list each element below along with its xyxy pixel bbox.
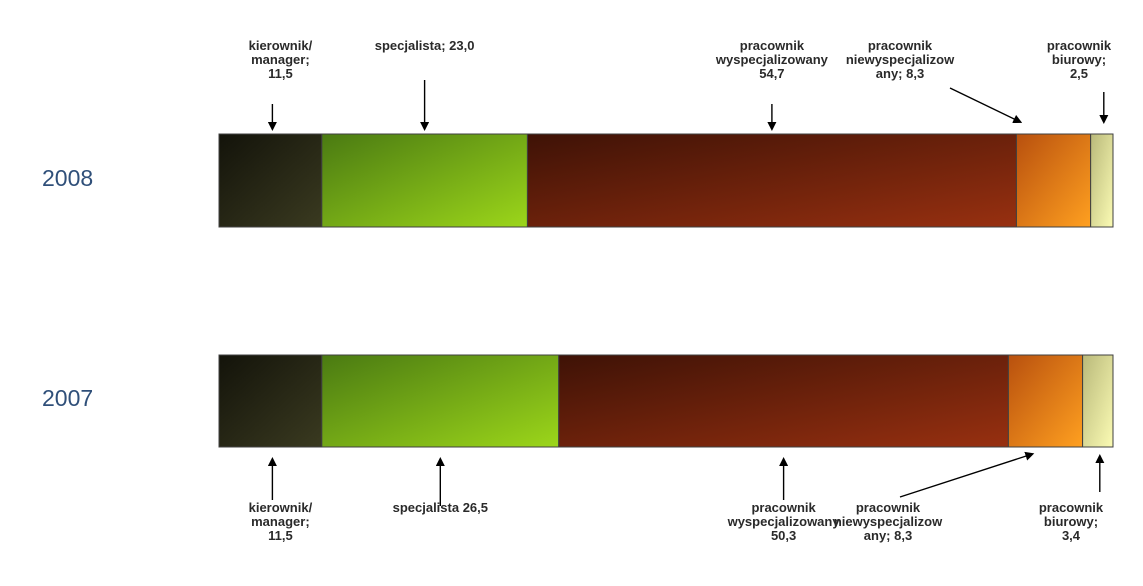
svg-text:manager;: manager;: [251, 52, 310, 67]
svg-text:wyspecjalizowany: wyspecjalizowany: [727, 514, 841, 529]
bar-segment-2007-2: [558, 354, 1009, 448]
svg-text:manager;: manager;: [251, 514, 310, 529]
segment-label-2008-1: specjalista; 23,0: [375, 38, 475, 53]
svg-text:2,5: 2,5: [1070, 66, 1088, 81]
svg-text:pracownik: pracownik: [856, 500, 921, 515]
svg-text:50,3: 50,3: [771, 528, 796, 543]
svg-text:any; 8,3: any; 8,3: [864, 528, 912, 543]
svg-text:54,7: 54,7: [759, 66, 784, 81]
bar-segment-2008-4: [1090, 133, 1114, 228]
bar-segment-2007-1: [321, 354, 560, 448]
segment-label-2007-1: specjalista 26,5: [393, 500, 488, 515]
bar-segment-2008-0: [218, 133, 323, 228]
segment-label-2007-0: kierownik/manager;11,5: [249, 500, 313, 543]
svg-text:wyspecjalizowany: wyspecjalizowany: [715, 52, 829, 67]
bar-segment-2008-2: [526, 133, 1017, 228]
svg-text:pracownik: pracownik: [1047, 38, 1112, 53]
category-label-2007: 2007: [42, 385, 93, 411]
svg-text:3,4: 3,4: [1062, 528, 1081, 543]
svg-text:kierownik/: kierownik/: [249, 38, 313, 53]
category-label-2008: 2008: [42, 165, 93, 191]
svg-text:pracownik: pracownik: [868, 38, 933, 53]
svg-text:pracownik: pracownik: [751, 500, 816, 515]
bar-segment-2008-1: [321, 133, 528, 228]
svg-text:11,5: 11,5: [268, 528, 293, 543]
svg-text:biurowy;: biurowy;: [1044, 514, 1098, 529]
label-arrow-2008-3: [949, 87, 1023, 124]
svg-text:niewyspecjalizow: niewyspecjalizow: [846, 52, 955, 67]
svg-text:pracownik: pracownik: [740, 38, 805, 53]
bar-segment-2008-3: [1015, 133, 1092, 228]
bar-segment-2007-4: [1082, 354, 1114, 448]
segment-label-2008-0: kierownik/manager;11,5: [249, 38, 313, 81]
svg-text:pracownik: pracownik: [1039, 500, 1104, 515]
svg-text:biurowy;: biurowy;: [1052, 52, 1106, 67]
svg-text:specjalista 26,5: specjalista 26,5: [393, 500, 488, 515]
svg-text:any; 8,3: any; 8,3: [876, 66, 924, 81]
bar-segment-2007-0: [218, 354, 323, 448]
svg-text:kierownik/: kierownik/: [249, 500, 313, 515]
svg-text:niewyspecjalizow: niewyspecjalizow: [834, 514, 943, 529]
bar-segment-2007-3: [1007, 354, 1084, 448]
label-arrow-2007-3: [899, 451, 1035, 498]
svg-text:11,5: 11,5: [268, 66, 293, 81]
svg-text:specjalista; 23,0: specjalista; 23,0: [375, 38, 475, 53]
